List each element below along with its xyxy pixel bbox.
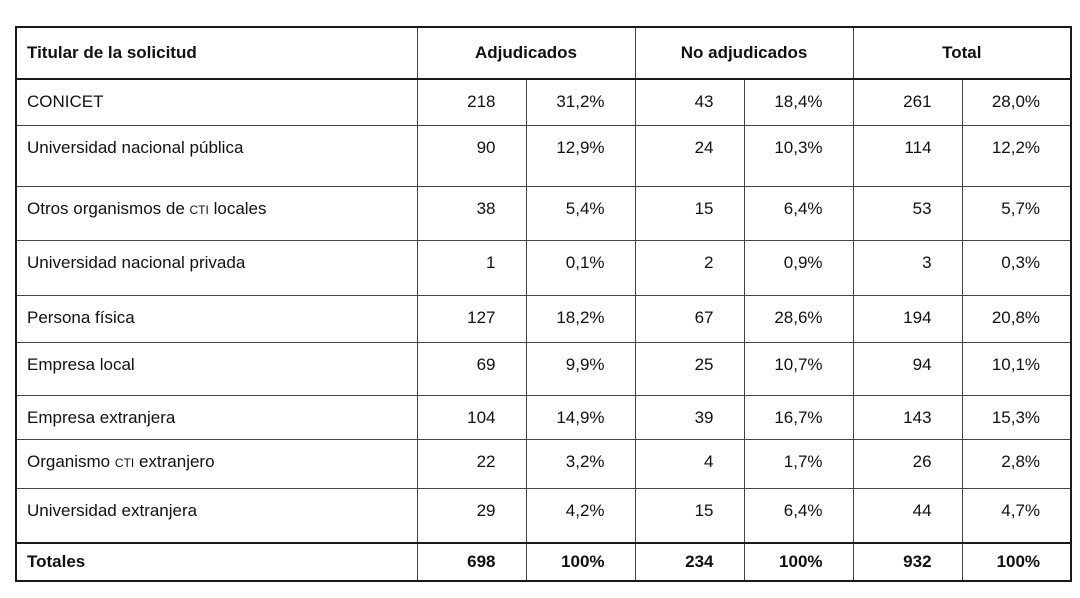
row-label: Universidad extranjera xyxy=(15,487,418,544)
total-count: 143 xyxy=(852,394,963,440)
table-row: Empresa local 69 9,9% 25 10,7% 94 10,1% xyxy=(15,341,1072,396)
adjudicados-percent: 12,9% xyxy=(525,124,636,187)
total-count: 194 xyxy=(852,294,963,343)
adjudicados-count: 127 xyxy=(416,294,527,343)
no-adjudicados-percent: 0,9% xyxy=(743,239,854,296)
row-label: Universidad nacional pública xyxy=(15,124,418,187)
adjudicados-count: 104 xyxy=(416,394,527,440)
table-row: Otros organismos de cti locales 38 5,4% … xyxy=(15,185,1072,241)
adjudicados-percent: 5,4% xyxy=(525,185,636,241)
no-adjudicados-percent: 6,4% xyxy=(743,487,854,544)
adjudicados-percent: 18,2% xyxy=(525,294,636,343)
table-row: CONICET 218 31,2% 43 18,4% 261 28,0% xyxy=(15,78,1072,126)
row-label: Empresa extranjera xyxy=(15,394,418,440)
no-adjudicados-count: 25 xyxy=(634,341,745,396)
totals-no-adjudicados-percent: 100% xyxy=(743,542,854,582)
row-label: Otros organismos de cti locales xyxy=(15,185,418,241)
table-row: Empresa extranjera 104 14,9% 39 16,7% 14… xyxy=(15,394,1072,440)
totals-total-count: 932 xyxy=(852,542,963,582)
adjudicados-count: 69 xyxy=(416,341,527,396)
adjudicados-percent: 9,9% xyxy=(525,341,636,396)
adjudicados-percent: 3,2% xyxy=(525,438,636,489)
total-percent: 4,7% xyxy=(961,487,1072,544)
adjudicados-percent: 4,2% xyxy=(525,487,636,544)
totals-no-adjudicados-count: 234 xyxy=(634,542,745,582)
adjudicados-count: 22 xyxy=(416,438,527,489)
header-no-adjudicados: No adjudicados xyxy=(634,26,854,80)
total-percent: 10,1% xyxy=(961,341,1072,396)
total-percent: 28,0% xyxy=(961,78,1072,126)
adjudicados-count: 29 xyxy=(416,487,527,544)
no-adjudicados-count: 67 xyxy=(634,294,745,343)
adjudicados-count: 218 xyxy=(416,78,527,126)
total-percent: 20,8% xyxy=(961,294,1072,343)
total-count: 53 xyxy=(852,185,963,241)
totals-row: Totales 698 100% 234 100% 932 100% xyxy=(15,542,1072,582)
totals-adjudicados-percent: 100% xyxy=(525,542,636,582)
total-percent: 5,7% xyxy=(961,185,1072,241)
row-label: Universidad nacional privada xyxy=(15,239,418,296)
adjudicados-percent: 0,1% xyxy=(525,239,636,296)
total-percent: 15,3% xyxy=(961,394,1072,440)
data-table: Titular de la solicitud Adjudicados No a… xyxy=(15,26,1073,582)
totals-adjudicados-count: 698 xyxy=(416,542,527,582)
total-count: 261 xyxy=(852,78,963,126)
table-row: Universidad nacional privada 1 0,1% 2 0,… xyxy=(15,239,1072,296)
no-adjudicados-percent: 18,4% xyxy=(743,78,854,126)
adjudicados-percent: 31,2% xyxy=(525,78,636,126)
header-adjudicados: Adjudicados xyxy=(416,26,636,80)
no-adjudicados-percent: 16,7% xyxy=(743,394,854,440)
adjudicados-percent: 14,9% xyxy=(525,394,636,440)
adjudicados-count: 38 xyxy=(416,185,527,241)
no-adjudicados-percent: 1,7% xyxy=(743,438,854,489)
table-row: Universidad nacional pública 90 12,9% 24… xyxy=(15,124,1072,187)
header-row: Titular de la solicitud Adjudicados No a… xyxy=(15,26,1072,80)
row-label: CONICET xyxy=(15,78,418,126)
no-adjudicados-count: 39 xyxy=(634,394,745,440)
no-adjudicados-count: 24 xyxy=(634,124,745,187)
no-adjudicados-count: 4 xyxy=(634,438,745,489)
no-adjudicados-percent: 10,3% xyxy=(743,124,854,187)
no-adjudicados-count: 2 xyxy=(634,239,745,296)
no-adjudicados-percent: 6,4% xyxy=(743,185,854,241)
total-count: 3 xyxy=(852,239,963,296)
no-adjudicados-count: 15 xyxy=(634,487,745,544)
row-label: Empresa local xyxy=(15,341,418,396)
totals-total-percent: 100% xyxy=(961,542,1072,582)
adjudicados-count: 1 xyxy=(416,239,527,296)
no-adjudicados-percent: 10,7% xyxy=(743,341,854,396)
total-percent: 12,2% xyxy=(961,124,1072,187)
row-label: Persona física xyxy=(15,294,418,343)
total-count: 26 xyxy=(852,438,963,489)
no-adjudicados-count: 43 xyxy=(634,78,745,126)
total-percent: 2,8% xyxy=(961,438,1072,489)
total-count: 94 xyxy=(852,341,963,396)
row-label: Organismo cti extranjero xyxy=(15,438,418,489)
table-row: Universidad extranjera 29 4,2% 15 6,4% 4… xyxy=(15,487,1072,544)
total-count: 114 xyxy=(852,124,963,187)
no-adjudicados-count: 15 xyxy=(634,185,745,241)
no-adjudicados-percent: 28,6% xyxy=(743,294,854,343)
table-row: Organismo cti extranjero 22 3,2% 4 1,7% … xyxy=(15,438,1072,489)
total-percent: 0,3% xyxy=(961,239,1072,296)
adjudicados-count: 90 xyxy=(416,124,527,187)
total-count: 44 xyxy=(852,487,963,544)
header-total: Total xyxy=(852,26,1072,80)
table-row: Persona física 127 18,2% 67 28,6% 194 20… xyxy=(15,294,1072,343)
header-titular: Titular de la solicitud xyxy=(15,26,418,80)
totals-label: Totales xyxy=(15,542,418,582)
